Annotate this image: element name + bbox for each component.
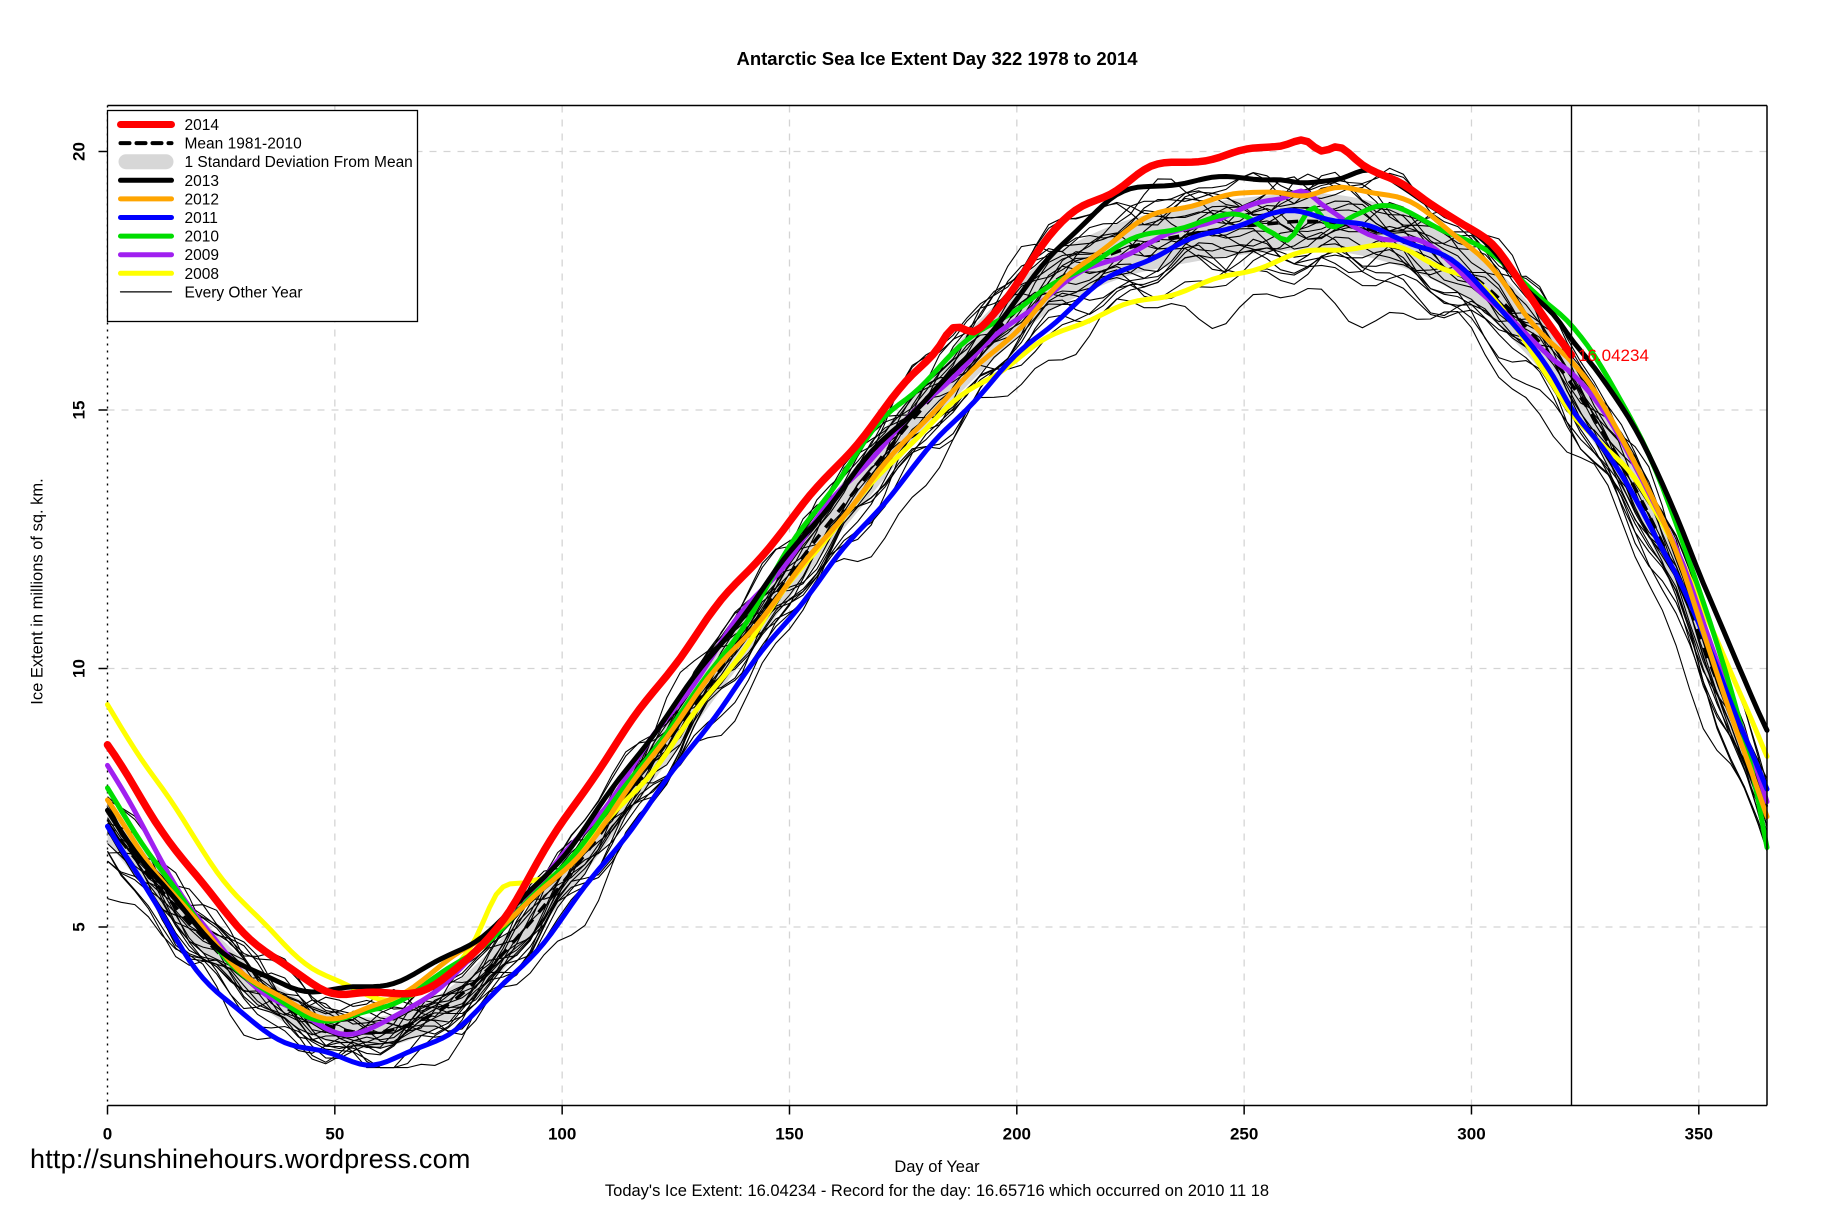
legend-item-label: Every Other Year — [185, 284, 303, 301]
series-line-2014 — [103, 136, 1576, 999]
legend-item-mean-1981-2010: Mean 1981-2010 — [118, 136, 303, 153]
x-tick-label: 350 — [1685, 1125, 1713, 1144]
every-other-year-line — [107, 224, 1768, 1050]
legend-item-every-other-year: Every Other Year — [119, 284, 303, 301]
today-value-annotation: 16.04234 — [1578, 346, 1649, 365]
legend-item-2010: 2010 — [118, 229, 220, 246]
legend-item-label: 2011 — [185, 210, 218, 227]
x-tick-label: 50 — [325, 1125, 344, 1144]
legend-item-2013: 2013 — [118, 173, 219, 190]
legend-item-label: 2013 — [185, 173, 219, 190]
legend-item-2011: 2011 — [118, 210, 218, 227]
x-tick-label: 150 — [775, 1125, 803, 1144]
chart-title: Antarctic Sea Ice Extent Day 322 1978 to… — [736, 48, 1138, 69]
legend-item-label: 2014 — [185, 117, 220, 134]
legend-item-1-standard-deviation-from-mean: 1 Standard Deviation From Mean — [118, 154, 413, 171]
x-tick-label: 200 — [1003, 1125, 1031, 1144]
x-tick-label: 300 — [1457, 1125, 1485, 1144]
legend-item-2008: 2008 — [118, 266, 219, 283]
every-other-year-line — [107, 238, 1768, 1069]
legend-item-label: 2008 — [185, 266, 219, 283]
y-tick-label: 5 — [70, 922, 89, 931]
today-extent-subtitle: Today's Ice Extent: 16.04234 - Record fo… — [604, 1182, 1270, 1200]
series-line-2011 — [105, 208, 1770, 1068]
legend-item-label: 2009 — [185, 247, 219, 264]
x-axis-label: Day of Year — [894, 1158, 980, 1176]
legend-item-label: 2010 — [185, 229, 220, 246]
y-tick-label: 15 — [70, 401, 89, 420]
legend-band-swatch — [118, 154, 174, 170]
legend-item-2012: 2012 — [118, 191, 219, 208]
x-tick-label: 100 — [548, 1125, 576, 1144]
series-line-2012 — [105, 184, 1770, 1022]
legend-item-2014: 2014 — [117, 117, 220, 134]
series-line-2010 — [105, 203, 1770, 1024]
legend-item-2009: 2009 — [118, 247, 219, 264]
legend-item-label: Mean 1981-2010 — [185, 136, 303, 153]
series-line-2008 — [105, 242, 1770, 1003]
y-tick-label: 10 — [70, 659, 89, 678]
y-tick-label: 20 — [70, 142, 89, 161]
legend-item-label: 2012 — [185, 191, 219, 208]
series-line-mean-1981-2010 — [106, 219, 1769, 1035]
x-tick-label: 0 — [103, 1125, 112, 1144]
x-tick-label: 250 — [1230, 1125, 1258, 1144]
source-url-text: http://sunshinehours.wordpress.com — [30, 1144, 471, 1174]
legend-item-label: 1 Standard Deviation From Mean — [185, 154, 413, 171]
